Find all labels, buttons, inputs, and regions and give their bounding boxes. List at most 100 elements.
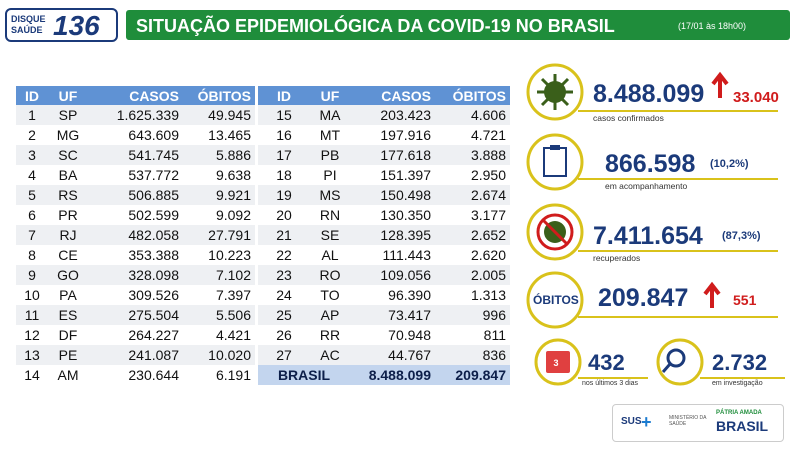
table-cell: 2.620 xyxy=(470,247,506,263)
table-row: 4 BA 537.772 9.638 xyxy=(16,165,255,185)
small-stat-value: 2.732 xyxy=(712,350,768,375)
table-cell: 4.721 xyxy=(470,127,506,143)
table-cell: 2.674 xyxy=(470,187,506,203)
table-cell: 836 xyxy=(482,347,506,363)
table-cell: 13 xyxy=(24,347,40,363)
ministry: MINISTÉRIO DA SAÚDE xyxy=(669,415,707,427)
table-cell: 1.313 xyxy=(470,287,506,303)
table-row: 22 AL 111.443 2.620 xyxy=(258,245,510,265)
underline xyxy=(578,250,778,252)
table-cell: 5.886 xyxy=(215,147,251,163)
table-row: 7 RJ 482.058 27.791 xyxy=(16,225,255,245)
table-row: 11 ES 275.504 5.506 xyxy=(16,305,255,325)
table-cell: BA xyxy=(58,167,78,183)
table-cell: 996 xyxy=(482,307,506,323)
table-row: 17 PB 177.618 3.888 xyxy=(258,145,510,165)
stat-value: 7.411.654 xyxy=(593,222,703,250)
table-cell: 25 xyxy=(276,307,292,323)
table-cell: 6.191 xyxy=(215,367,251,383)
table-cell: 22 xyxy=(276,247,292,263)
table-cell: 7.397 xyxy=(215,287,251,303)
table-row: 23 RO 109.056 2.005 xyxy=(258,265,510,285)
table-cell: 2 xyxy=(28,127,36,143)
table-cell: RO xyxy=(319,267,341,283)
table-cell: 9 xyxy=(28,267,36,283)
underline xyxy=(578,316,778,318)
table-cell: 643.609 xyxy=(128,127,179,143)
table-row: 16 MT 197.916 4.721 xyxy=(258,125,510,145)
hotline-logo: DISQUE SAÚDE 136 xyxy=(5,8,118,42)
table-cell: 10.020 xyxy=(208,347,251,363)
table-cell: 7 xyxy=(28,227,36,243)
total-label: BRASIL xyxy=(277,367,331,383)
table-row: 24 TO 96.390 1.313 xyxy=(258,285,510,305)
underline xyxy=(700,377,785,379)
table-cell: 5.506 xyxy=(215,307,251,323)
small-stat-value: 432 xyxy=(588,350,625,375)
table-cell: 264.227 xyxy=(128,327,179,343)
stat-change: 551 xyxy=(733,292,757,308)
table-cell: PB xyxy=(320,147,340,163)
table-left: ID UF CASOS ÓBITOS 1 SP 1.625.339 49.945 2 MG 643.… xyxy=(16,86,255,385)
table-cell: 130.350 xyxy=(380,207,431,223)
table-row: 12 DF 264.227 4.421 xyxy=(16,325,255,345)
table-row: 2 MG 643.609 13.465 xyxy=(16,125,255,145)
underline xyxy=(578,377,648,379)
timestamp: (17/01 às 18h00) xyxy=(678,21,747,31)
column-header: ID xyxy=(277,87,291,104)
stat-caption: recuperados xyxy=(593,253,641,263)
table-cell: 151.397 xyxy=(380,167,431,183)
table-cell: 3 xyxy=(28,147,36,163)
stat-share: (87,3%) xyxy=(722,230,761,242)
stat-icons xyxy=(526,63,729,386)
table-cell: AM xyxy=(57,367,79,383)
table-cell: 1.625.339 xyxy=(116,107,179,123)
stat-value: 8.488.099 xyxy=(593,80,705,108)
stat-caption: em acompanhamento xyxy=(605,181,688,191)
calendar-text: 3 xyxy=(553,358,559,368)
column-header: ÓBITOS xyxy=(197,87,251,104)
table-right: ID UF CASOS ÓBITOS 15 MA 203.423 4.606 16 MT 197.9… xyxy=(258,86,510,385)
table-cell: 128.395 xyxy=(380,227,431,243)
table-cell: 9.638 xyxy=(215,167,251,183)
table-cell: SP xyxy=(58,107,78,123)
table-cell: PI xyxy=(323,167,337,183)
table-cell: 541.745 xyxy=(128,147,179,163)
stat-share: (10,2%) xyxy=(710,158,749,170)
table-cell: SE xyxy=(320,227,340,243)
underline xyxy=(578,110,778,112)
table-cell: 20 xyxy=(276,207,292,223)
table-cell: PR xyxy=(58,207,78,223)
table-row: 26 RR 70.948 811 xyxy=(258,325,510,345)
table-row: 5 RS 506.885 9.921 xyxy=(16,185,255,205)
table-row: 1 SP 1.625.339 49.945 xyxy=(16,105,255,125)
stat-caption: casos confirmados xyxy=(593,113,664,123)
table-row: 6 PR 502.599 9.092 xyxy=(16,205,255,225)
table-row: 27 AC 44.767 836 xyxy=(258,345,510,365)
table-cell: AC xyxy=(320,347,340,363)
table-cell: 9.092 xyxy=(215,207,251,223)
table-cell: 4.606 xyxy=(470,107,506,123)
table-row: 25 AP 73.417 996 xyxy=(258,305,510,325)
table-cell: 10 xyxy=(24,287,40,303)
table-row: 10 PA 309.526 7.397 xyxy=(16,285,255,305)
table-cell: 27 xyxy=(276,347,292,363)
table-cell: 506.885 xyxy=(128,187,179,203)
table-cell: AL xyxy=(321,247,339,263)
table-cell: 23 xyxy=(276,267,292,283)
sus-logo: SUS xyxy=(621,416,642,427)
table-cell: 49.945 xyxy=(208,107,251,123)
table-cell: CE xyxy=(58,247,78,263)
table-row: 19 MS 150.498 2.674 xyxy=(258,185,510,205)
column-header: UF xyxy=(320,87,340,104)
table-cell: 4.421 xyxy=(215,327,251,343)
table-cell: 21 xyxy=(276,227,292,243)
table-cell: 275.504 xyxy=(128,307,179,323)
table-cell: 309.526 xyxy=(128,287,179,303)
table-cell: MS xyxy=(319,187,341,203)
total-cell: 209.847 xyxy=(455,367,506,383)
table-row: 14 AM 230.644 6.191 xyxy=(16,365,255,385)
deaths-label: ÓBITOS xyxy=(533,293,579,307)
table-cell: DF xyxy=(58,327,78,343)
table-cell: SC xyxy=(58,147,78,163)
